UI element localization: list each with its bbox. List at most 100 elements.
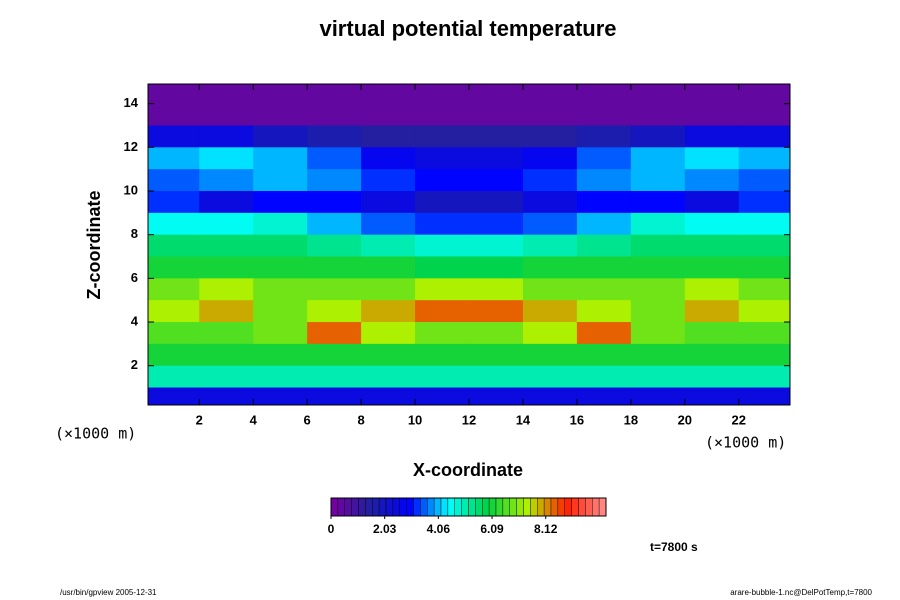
heat-cell (415, 212, 470, 236)
heat-cell (469, 256, 524, 279)
colorbar-cell (537, 497, 545, 517)
heat-cell (522, 278, 578, 301)
heat-cell (469, 322, 524, 345)
colorbar-cell (482, 497, 490, 517)
x-tick-label: 12 (462, 412, 476, 427)
heat-cell (522, 84, 578, 105)
heat-cell (738, 256, 791, 279)
heat-cell (148, 365, 200, 389)
heat-cell (738, 169, 791, 192)
heat-cell (148, 278, 200, 301)
heat-cell (361, 234, 416, 258)
y-tick-label: 12 (124, 139, 138, 154)
heat-cell (307, 84, 362, 105)
colorbar-cell (385, 497, 394, 517)
heat-cell (738, 103, 791, 126)
heat-cell (253, 365, 308, 389)
heat-cell (522, 147, 578, 170)
heat-cell (469, 300, 524, 323)
heat-cell (253, 234, 308, 258)
heat-cell (361, 300, 416, 323)
heat-cell (307, 169, 362, 192)
colorbar-cell (516, 497, 524, 517)
heat-cell (630, 278, 686, 301)
colorbar-cell (557, 497, 565, 517)
heat-cell (522, 365, 578, 389)
heat-cell (738, 278, 791, 301)
colorbar-cell (543, 497, 552, 517)
heat-cell (469, 387, 524, 406)
heat-cell (738, 343, 791, 367)
heat-cell (738, 300, 791, 323)
heat-cell (630, 212, 686, 236)
colorbar-cell (502, 497, 510, 517)
colorbar-cell (585, 497, 593, 517)
footer-right: arare-bubble-1.nc@DelPotTemp,t=7800 (730, 588, 872, 597)
heat-cell (576, 212, 632, 236)
heat-cell (738, 191, 791, 214)
heat-cell (684, 365, 740, 389)
heat-cell (415, 191, 470, 214)
colorbar-cell (523, 497, 531, 517)
heat-cell (415, 322, 470, 345)
heat-cell (253, 147, 308, 170)
heat-cell (253, 84, 308, 105)
heat-cell (361, 212, 416, 236)
heat-cell (576, 191, 632, 214)
colorbar-cell (592, 497, 600, 517)
heat-cell (148, 125, 200, 148)
heat-cell (199, 387, 254, 406)
heat-cell (415, 300, 470, 323)
heat-cell (522, 125, 578, 148)
heat-cell (738, 212, 791, 236)
heat-cell (199, 212, 254, 236)
heat-cell (576, 322, 632, 345)
heat-cell (361, 84, 416, 105)
y-tick-label: 4 (131, 313, 139, 328)
colorbar-cell (454, 497, 462, 517)
heat-cell (522, 191, 578, 214)
heat-cell (199, 84, 254, 105)
heat-cell (684, 103, 740, 126)
heat-cell (415, 278, 470, 301)
heat-cell (630, 84, 686, 105)
heat-cell (253, 300, 308, 323)
x-tick-label: 4 (250, 412, 258, 427)
heat-cell (522, 256, 578, 279)
y-tick-label: 2 (131, 357, 138, 372)
heat-cell (738, 365, 791, 389)
heat-cell (307, 343, 362, 367)
colorbar-cell (351, 497, 359, 517)
heat-cell (684, 191, 740, 214)
heat-cell (307, 278, 362, 301)
heat-cell (630, 300, 686, 323)
heat-cell (576, 103, 632, 126)
heat-cell (361, 322, 416, 345)
heat-cell (684, 147, 740, 170)
colorbar-cell (378, 497, 387, 517)
heat-cell (469, 234, 524, 258)
colorbar-cell (578, 497, 586, 517)
heat-cell (199, 278, 254, 301)
heat-cell (469, 191, 524, 214)
x-tick-label: 18 (624, 412, 638, 427)
colorbar-tick-label: 4.06 (427, 522, 451, 536)
heat-cell (630, 256, 686, 279)
heat-cell (148, 322, 200, 345)
heat-cell (576, 234, 632, 258)
colorbar-tick-label: 6.09 (480, 522, 504, 536)
colorbar-cell (475, 497, 483, 517)
heat-cell (522, 103, 578, 126)
heat-cell (522, 169, 578, 192)
heat-cell (199, 365, 254, 389)
heat-cell (630, 169, 686, 192)
colorbar-cell (372, 497, 380, 517)
heat-cell (199, 343, 254, 367)
heat-cell (684, 212, 740, 236)
colorbar-cell (447, 497, 455, 517)
heat-cell (307, 125, 362, 148)
heat-cell (684, 234, 740, 258)
heat-cell (469, 125, 524, 148)
heat-cell (253, 212, 308, 236)
